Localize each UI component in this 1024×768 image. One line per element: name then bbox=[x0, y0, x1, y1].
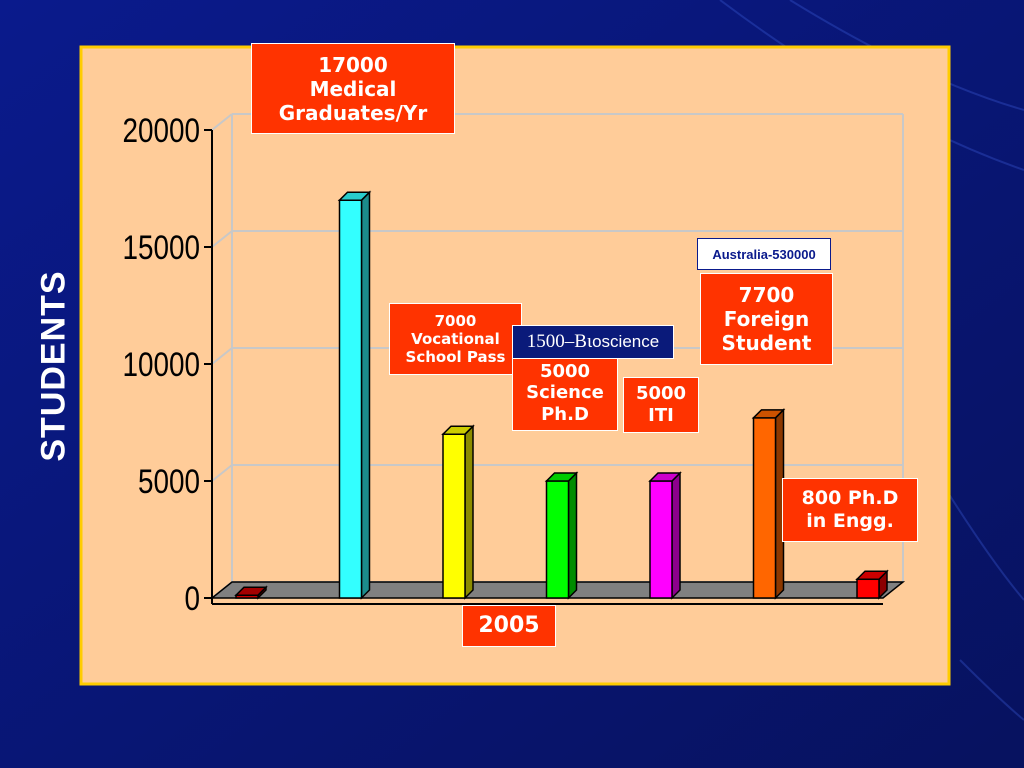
bar-top-0 bbox=[234, 586, 268, 596]
callout-australia: Australia-530000 bbox=[697, 238, 831, 270]
callout-medical-graduates: 17000 Medical Graduates/Yr bbox=[251, 43, 455, 134]
gridline-diag-3 bbox=[211, 230, 233, 248]
bar-6 bbox=[856, 578, 880, 599]
gridline-diag-4 bbox=[211, 113, 233, 131]
gridline-diag-1 bbox=[211, 464, 233, 482]
bar-5 bbox=[752, 417, 777, 599]
x-axis-label-year: 2005 bbox=[462, 605, 556, 647]
callout-medical-text: 17000 Medical Graduates/Yr bbox=[278, 52, 428, 125]
bar-3 bbox=[545, 480, 570, 599]
bar-side-3 bbox=[567, 471, 578, 600]
callout-science-text: 5000 Science Ph.D bbox=[526, 360, 604, 425]
callout-iti: 5000 ITI bbox=[623, 377, 699, 433]
gridline-diag-2 bbox=[211, 347, 233, 365]
bar-top-4 bbox=[648, 472, 682, 482]
y-axis-title: STUDENTS bbox=[34, 270, 73, 462]
bar-side-2 bbox=[464, 424, 474, 600]
bar-side-1 bbox=[360, 190, 371, 600]
bar-2 bbox=[442, 433, 466, 599]
bar-top-3 bbox=[544, 472, 579, 482]
callout-engg-text: 800 Ph.D in Engg. bbox=[801, 487, 899, 532]
bar-top-5 bbox=[751, 409, 786, 419]
bioscience-word: oscience bbox=[592, 332, 660, 351]
y-tick-label-2: 10000 bbox=[123, 345, 200, 383]
bar-1 bbox=[338, 199, 363, 599]
callout-vocational-text: 7000 Vocational School Pass bbox=[405, 312, 506, 366]
callout-science-phd: 5000 Science Ph.D bbox=[512, 355, 618, 431]
bar-side-4 bbox=[671, 471, 681, 600]
y-tick-label-1: 5000 bbox=[138, 462, 200, 500]
callout-iti-text: 5000 ITI bbox=[635, 383, 687, 426]
y-tick-label-4: 20000 bbox=[123, 111, 200, 149]
bar-4 bbox=[649, 480, 673, 599]
callout-foreign-text: 7700 Foreign Student bbox=[721, 283, 812, 355]
callout-foreign-student: 7700 Foreign Student bbox=[700, 273, 833, 365]
bioscience-iota: ι bbox=[586, 331, 593, 352]
x-axis-label-text: 2005 bbox=[478, 612, 540, 638]
bar-top-6 bbox=[855, 570, 889, 581]
callout-bioscience: 1500–B ι oscience bbox=[512, 325, 674, 359]
callout-engg-phd: 800 Ph.D in Engg. bbox=[782, 478, 918, 542]
callout-vocational: 7000 Vocational School Pass bbox=[389, 303, 522, 375]
y-tick-label-0: 0 bbox=[184, 579, 200, 617]
bar-top-2 bbox=[441, 425, 475, 435]
bioscience-number: 1500–B bbox=[526, 331, 587, 352]
bar-top-1 bbox=[337, 191, 372, 201]
bar-chart: 0 5000 10000 15000 20000 bbox=[123, 111, 906, 618]
y-tick-label-3: 15000 bbox=[123, 228, 200, 266]
